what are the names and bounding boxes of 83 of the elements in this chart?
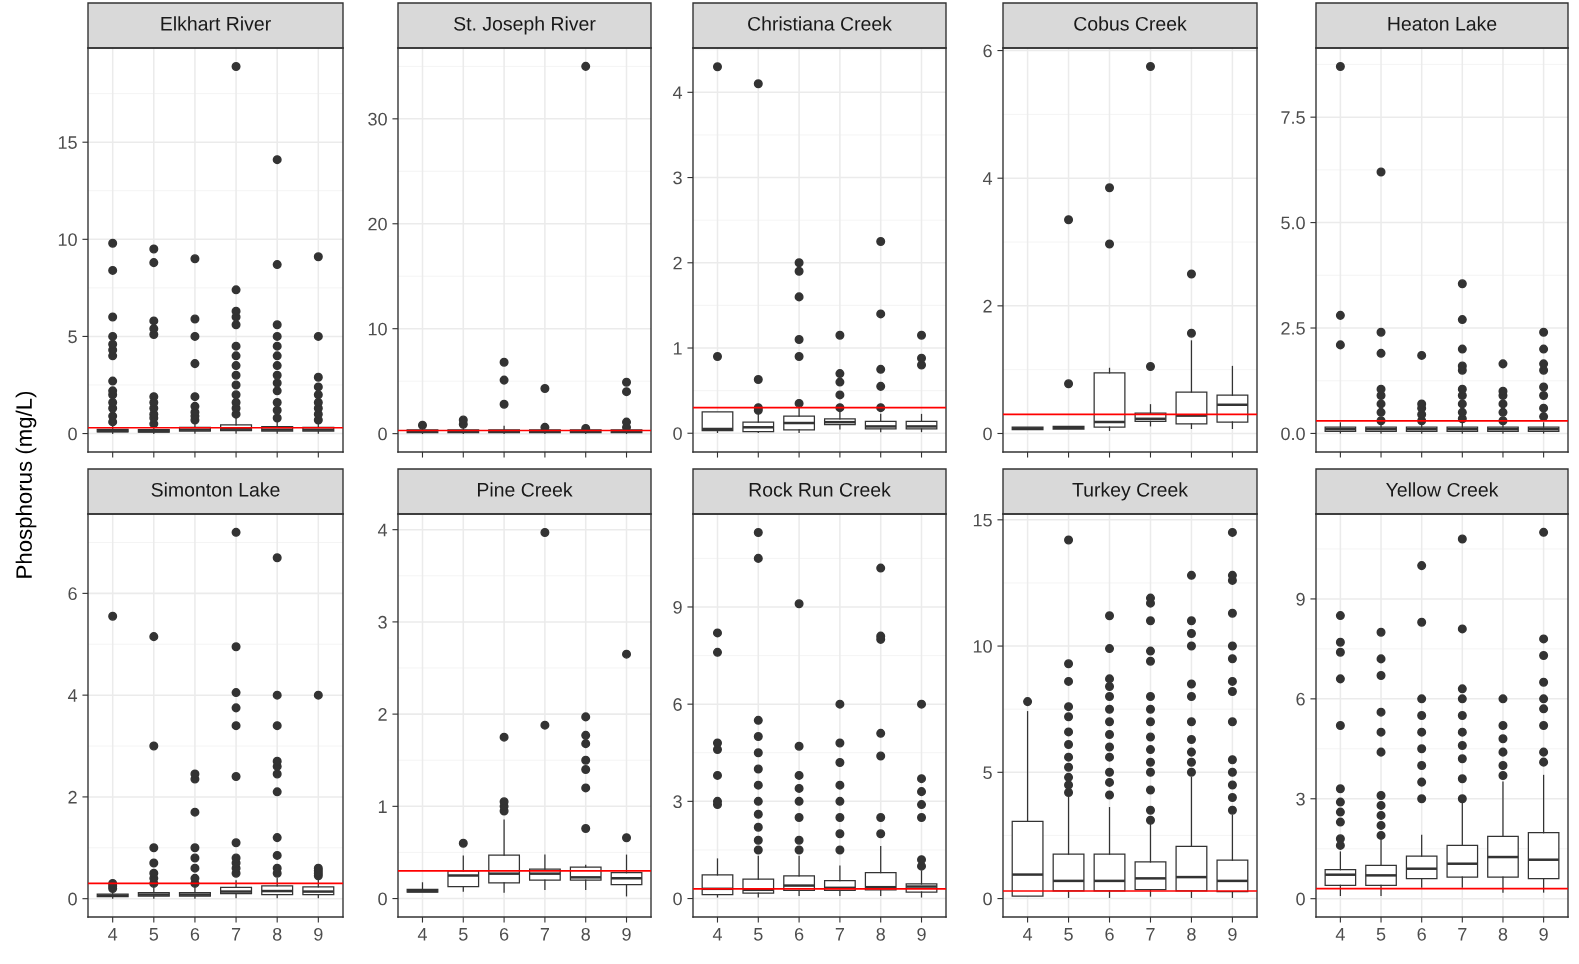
y-axis-title: Phosphorus (mg/L) (15, 391, 37, 578)
x-tick-label: 6 (794, 927, 804, 941)
x-tick-label: 8 (876, 927, 885, 941)
y-tick-label: 2 (68, 790, 77, 804)
y-tick-label: 0 (673, 892, 682, 906)
y-tick-label: 0 (983, 892, 992, 906)
y-tick-label: 0 (378, 427, 387, 441)
x-tick-label: 6 (190, 927, 200, 941)
y-tick-label: 0 (378, 892, 387, 906)
y-tick-label: 5.0 (1281, 216, 1305, 230)
y-tick-label: 0 (1296, 892, 1305, 906)
y-tick-label: 4 (672, 86, 683, 99)
y-tick-label: 10 (58, 233, 77, 247)
x-tick-label: 4 (1335, 928, 1345, 941)
y-tick-label: 0 (68, 892, 77, 906)
y-tick-label: 9 (1296, 592, 1305, 606)
y-tick-label: 3 (673, 171, 682, 185)
y-tick-label: 4 (377, 523, 388, 537)
x-tick-label: 5 (458, 928, 468, 941)
x-tick-label: 5 (1376, 928, 1386, 941)
x-tick-label: 8 (1498, 927, 1508, 941)
y-tick-label: 6 (673, 698, 682, 711)
chart-title: Pine Creek (478, 482, 573, 497)
y-tick-label: 2.5 (1281, 321, 1305, 335)
x-tick-label: 9 (1228, 927, 1237, 941)
chart-title: Heaton Lake (1388, 16, 1497, 31)
y-tick-label: 5 (983, 766, 992, 780)
x-tick-label: 9 (622, 927, 631, 941)
x-tick-label: 6 (1105, 927, 1114, 941)
x-tick-label: 7 (540, 928, 550, 941)
x-tick-label: 7 (1458, 928, 1467, 941)
y-tick-label: 0 (673, 427, 682, 440)
x-tick-label: 8 (1187, 927, 1196, 941)
y-tick-label: 9 (673, 600, 682, 614)
y-tick-label: 15 (58, 136, 77, 149)
y-tick-label: 3 (673, 795, 682, 809)
y-tick-label: 30 (368, 112, 387, 126)
x-tick-label: 4 (417, 928, 427, 941)
y-tick-label: 3 (1296, 792, 1305, 806)
chart-title: Turkey Creek (1072, 482, 1189, 501)
y-tick-label: 6 (983, 44, 992, 58)
x-tick-label: 9 (314, 927, 323, 941)
y-tick-label: 2 (983, 299, 992, 313)
y-tick-label: 1 (378, 800, 387, 813)
x-tick-label: 7 (835, 928, 845, 941)
x-tick-label: 9 (917, 927, 926, 941)
y-tick-label: 20 (368, 217, 387, 231)
x-tick-label: 4 (712, 928, 722, 941)
y-tick-label: 4 (67, 689, 78, 702)
x-tick-label: 8 (272, 927, 282, 941)
chart-title: Rock Run Creek (749, 482, 891, 497)
y-tick-label: 10 (368, 322, 387, 336)
x-tick-label: 8 (581, 927, 590, 941)
y-tick-label: 10 (973, 640, 992, 653)
x-tick-label: 9 (1539, 927, 1548, 941)
chart-title: Elkhart River (161, 16, 271, 31)
x-tick-label: 5 (1064, 928, 1073, 941)
y-tick-label: 6 (1296, 692, 1305, 706)
chart-title: Simonton Lake (151, 482, 280, 497)
x-tick-label: 6 (499, 927, 509, 941)
y-tick-label: 4 (982, 172, 993, 185)
x-tick-label: 6 (1417, 927, 1426, 941)
y-tick-label: 7.5 (1281, 111, 1305, 124)
chart-title: Christiana Creek (748, 16, 892, 31)
x-tick-label: 4 (1022, 928, 1033, 941)
x-tick-label: 4 (108, 928, 118, 941)
y-tick-label: 0.0 (1281, 427, 1305, 441)
x-tick-label: 7 (1146, 928, 1155, 941)
y-tick-label: 2 (378, 708, 387, 721)
y-tick-label: 1 (673, 342, 682, 355)
y-tick-label: 5 (68, 330, 77, 344)
y-tick-label: 3 (378, 615, 387, 629)
chart-title: Yellow Creek (1386, 482, 1499, 497)
x-tick-label: 5 (753, 928, 763, 941)
chart-title: St. Joseph River (454, 16, 596, 35)
y-tick-label: 0 (68, 427, 77, 441)
y-tick-label: 2 (673, 256, 682, 270)
y-tick-label: 15 (973, 513, 992, 527)
x-tick-label: 5 (149, 928, 159, 941)
chart-title: Cobus Creek (1074, 16, 1187, 31)
y-tick-label: 0 (983, 427, 992, 441)
y-tick-label: 6 (68, 587, 77, 601)
x-tick-label: 7 (231, 928, 241, 941)
